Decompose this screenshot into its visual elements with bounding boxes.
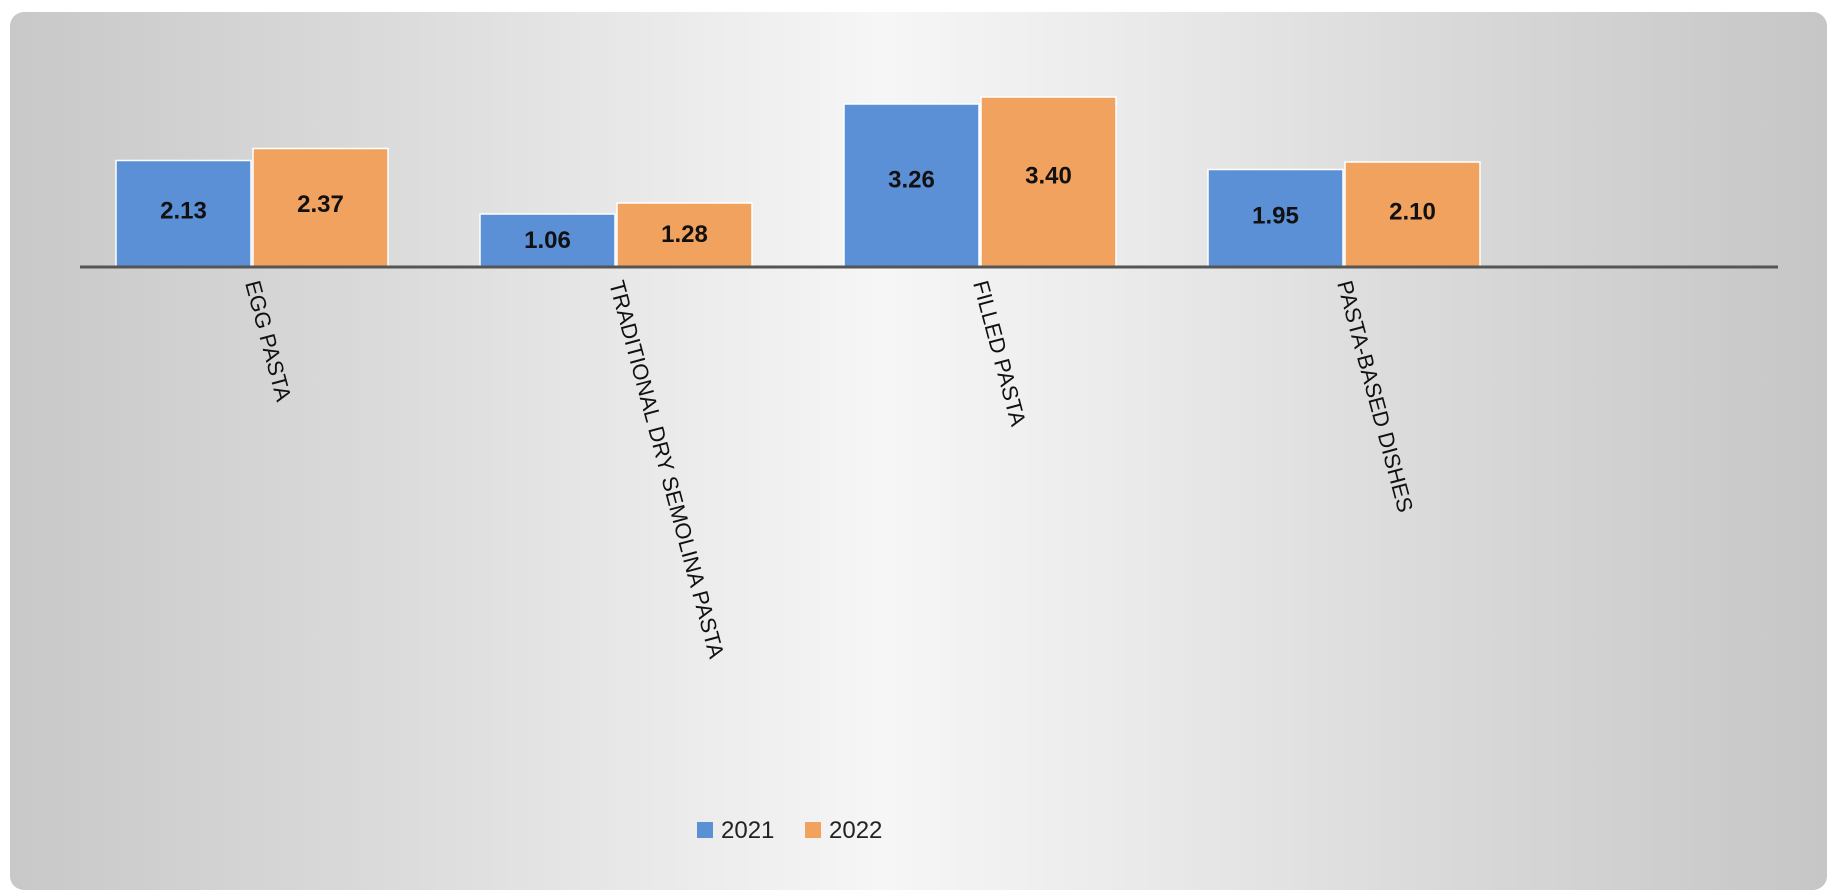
legend-swatch-2021 — [697, 822, 713, 838]
bar-2021-1 — [479, 213, 616, 268]
bar-2022-3 — [1344, 161, 1481, 268]
legend-label-2021: 2021 — [721, 817, 774, 844]
category-label-3: PASTA-BASED DISHES — [1332, 278, 1418, 515]
category-label-0: EGG PASTA — [240, 278, 296, 404]
bar-2022-1 — [616, 202, 753, 268]
data-label-2021-0: 2.13 — [160, 197, 207, 224]
chart-card: 2.13 2.37 1.06 1.28 3.26 3.40 1.95 2.10 EGG PAS… — [10, 12, 1827, 890]
bar-2022-0 — [252, 147, 389, 268]
bar-2021-2 — [843, 103, 980, 268]
data-label-2022-2: 3.40 — [1025, 163, 1072, 190]
bar-2021-0 — [115, 159, 252, 268]
data-label-2021-1: 1.06 — [524, 227, 571, 254]
bar-chart: 2.13 2.37 1.06 1.28 3.26 3.40 1.95 2.10 EGG PAS… — [80, 96, 1778, 844]
data-label-2022-0: 2.37 — [297, 191, 344, 218]
category-label-2: FILLED PASTA — [968, 278, 1031, 429]
data-label-2021-2: 3.26 — [888, 166, 935, 193]
data-label-2021-3: 1.95 — [1252, 202, 1299, 229]
data-labels-layer: 2.13 2.37 1.06 1.28 3.26 3.40 1.95 2.10 — [160, 163, 1436, 254]
bars-layer — [115, 96, 1481, 268]
legend: 2021 2022 — [697, 817, 882, 844]
data-label-2022-3: 2.10 — [1389, 198, 1436, 225]
data-label-2022-1: 1.28 — [661, 221, 708, 248]
legend-swatch-2022 — [805, 822, 821, 838]
legend-label-2022: 2022 — [829, 817, 882, 844]
category-labels-layer: EGG PASTA TRADITIONAL DRY SEMOLINA PASTA F… — [240, 278, 1418, 661]
bar-2022-2 — [980, 96, 1117, 268]
category-label-1: TRADITIONAL DRY SEMOLINA PASTA — [604, 278, 729, 661]
